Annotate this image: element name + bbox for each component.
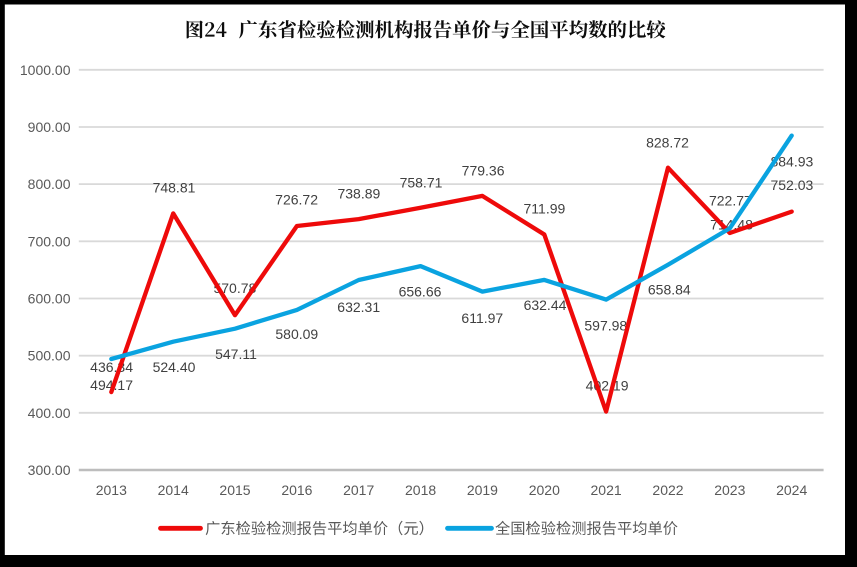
svg-text:722.77: 722.77 (709, 193, 752, 209)
svg-text:779.36: 779.36 (462, 163, 505, 179)
svg-text:2023: 2023 (714, 482, 745, 498)
svg-text:800.00: 800.00 (28, 176, 71, 192)
svg-text:2022: 2022 (652, 482, 683, 498)
svg-text:2019: 2019 (467, 482, 498, 498)
svg-text:400.00: 400.00 (28, 405, 71, 421)
svg-text:656.66: 656.66 (399, 284, 442, 300)
svg-text:2021: 2021 (591, 482, 622, 498)
svg-text:700.00: 700.00 (28, 233, 71, 249)
svg-text:752.03: 752.03 (770, 177, 813, 193)
svg-text:597.98: 597.98 (584, 317, 627, 333)
svg-text:2020: 2020 (529, 482, 560, 498)
svg-text:1000.00: 1000.00 (20, 62, 71, 78)
svg-text:828.72: 828.72 (646, 135, 689, 151)
svg-text:2014: 2014 (158, 482, 189, 498)
svg-text:300.00: 300.00 (28, 462, 71, 478)
svg-text:547.11: 547.11 (215, 346, 257, 362)
svg-text:2024: 2024 (776, 482, 807, 498)
svg-text:884.93: 884.93 (770, 153, 813, 169)
svg-text:726.72: 726.72 (275, 191, 318, 207)
svg-text:738.89: 738.89 (337, 186, 380, 202)
svg-text:2015: 2015 (219, 482, 250, 498)
svg-text:758.71: 758.71 (400, 174, 443, 190)
svg-text:632.44: 632.44 (524, 297, 567, 313)
svg-text:611.97: 611.97 (461, 310, 503, 326)
svg-text:748.81: 748.81 (153, 180, 196, 196)
svg-text:658.84: 658.84 (648, 281, 691, 297)
svg-text:402.19: 402.19 (586, 377, 629, 393)
svg-text:500.00: 500.00 (28, 348, 71, 364)
svg-text:2017: 2017 (343, 482, 374, 498)
svg-text:600.00: 600.00 (28, 291, 71, 307)
svg-text:900.00: 900.00 (28, 119, 71, 135)
svg-text:524.40: 524.40 (153, 359, 196, 375)
svg-text:2013: 2013 (96, 482, 127, 498)
svg-text:2016: 2016 (281, 482, 312, 498)
svg-text:711.99: 711.99 (524, 201, 566, 217)
svg-text:436.34: 436.34 (90, 359, 133, 375)
svg-text:580.09: 580.09 (275, 326, 318, 342)
svg-text:2018: 2018 (405, 482, 436, 498)
svg-text:632.31: 632.31 (337, 299, 380, 315)
svg-text:570.78: 570.78 (213, 280, 256, 296)
